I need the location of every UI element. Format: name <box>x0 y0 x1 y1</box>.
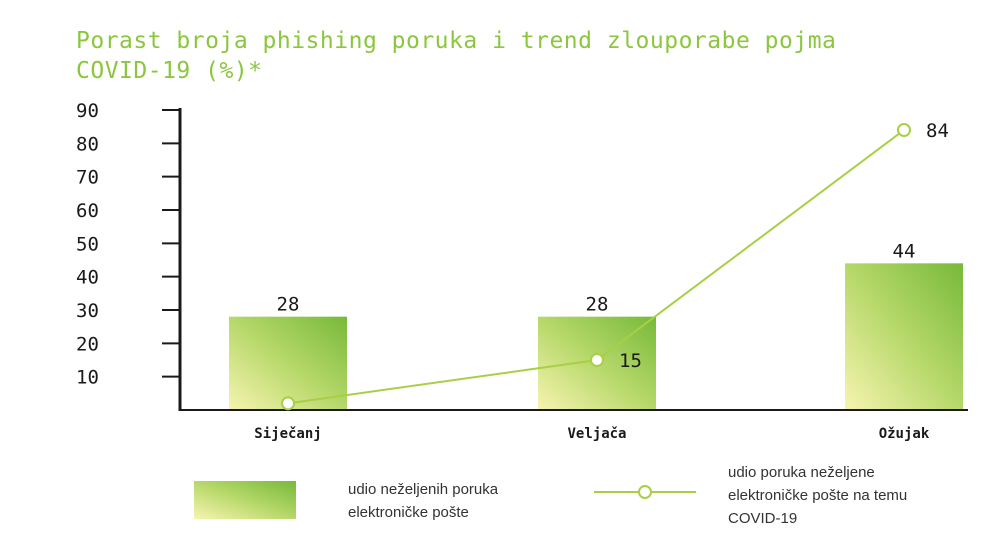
legend-bar-swatch <box>194 481 296 519</box>
legend-line-label-line: elektroničke pošte na temu <box>728 487 908 504</box>
line-value-label: 15 <box>619 350 642 372</box>
x-category-label: Siječanj <box>254 426 321 442</box>
legend-line-swatch <box>594 485 696 499</box>
y-tick-label: 70 <box>76 167 99 189</box>
legend-bar-label-line: elektroničke pošte <box>348 504 469 521</box>
x-category-label: Veljača <box>567 426 626 442</box>
bar-value-label: 28 <box>277 294 300 316</box>
legend-line-label-line: COVID-19 <box>728 510 798 527</box>
bar <box>229 316 347 410</box>
x-axis: Siječanj Veljača Ožujak <box>180 409 968 442</box>
y-tick-label: 20 <box>76 333 99 355</box>
bar-series <box>229 263 963 410</box>
line-point <box>281 396 295 411</box>
y-tick-label: 30 <box>76 300 99 322</box>
bar <box>845 263 963 410</box>
bar-value-label: 28 <box>586 294 609 316</box>
legend-line-label-line: udio poruka neželjene <box>728 464 875 481</box>
x-category-label: Ožujak <box>879 426 930 442</box>
y-tick-label: 90 <box>76 100 99 122</box>
y-tick-label: 50 <box>76 233 99 255</box>
line-series <box>281 123 911 411</box>
line-point <box>897 123 911 137</box>
y-tick-label: 60 <box>76 200 99 222</box>
y-tick-label: 10 <box>76 367 99 389</box>
y-tick-label: 80 <box>76 133 99 155</box>
y-tick-label: 40 <box>76 267 99 289</box>
bar-value-label: 44 <box>893 240 916 262</box>
legend-line-label: udio poruka neželjene elektroničke pošte… <box>728 461 907 530</box>
y-axis: 10 20 30 40 50 60 70 80 90 <box>76 100 182 411</box>
chart-title: Porast broja phishing poruka i trend zlo… <box>76 28 837 84</box>
line-value-label: 84 <box>926 120 949 142</box>
data-labels: 28 28 44 15 84 <box>277 120 949 372</box>
legend-bar-label-line: udio neželjenih poruka <box>348 481 499 498</box>
legend-bar-label: udio neželjenih poruka elektroničke pošt… <box>348 478 498 524</box>
chart-canvas: 10 20 30 40 50 60 70 80 90 Siječanj Veljača Ožujak… <box>76 100 968 442</box>
line-point <box>590 353 604 367</box>
